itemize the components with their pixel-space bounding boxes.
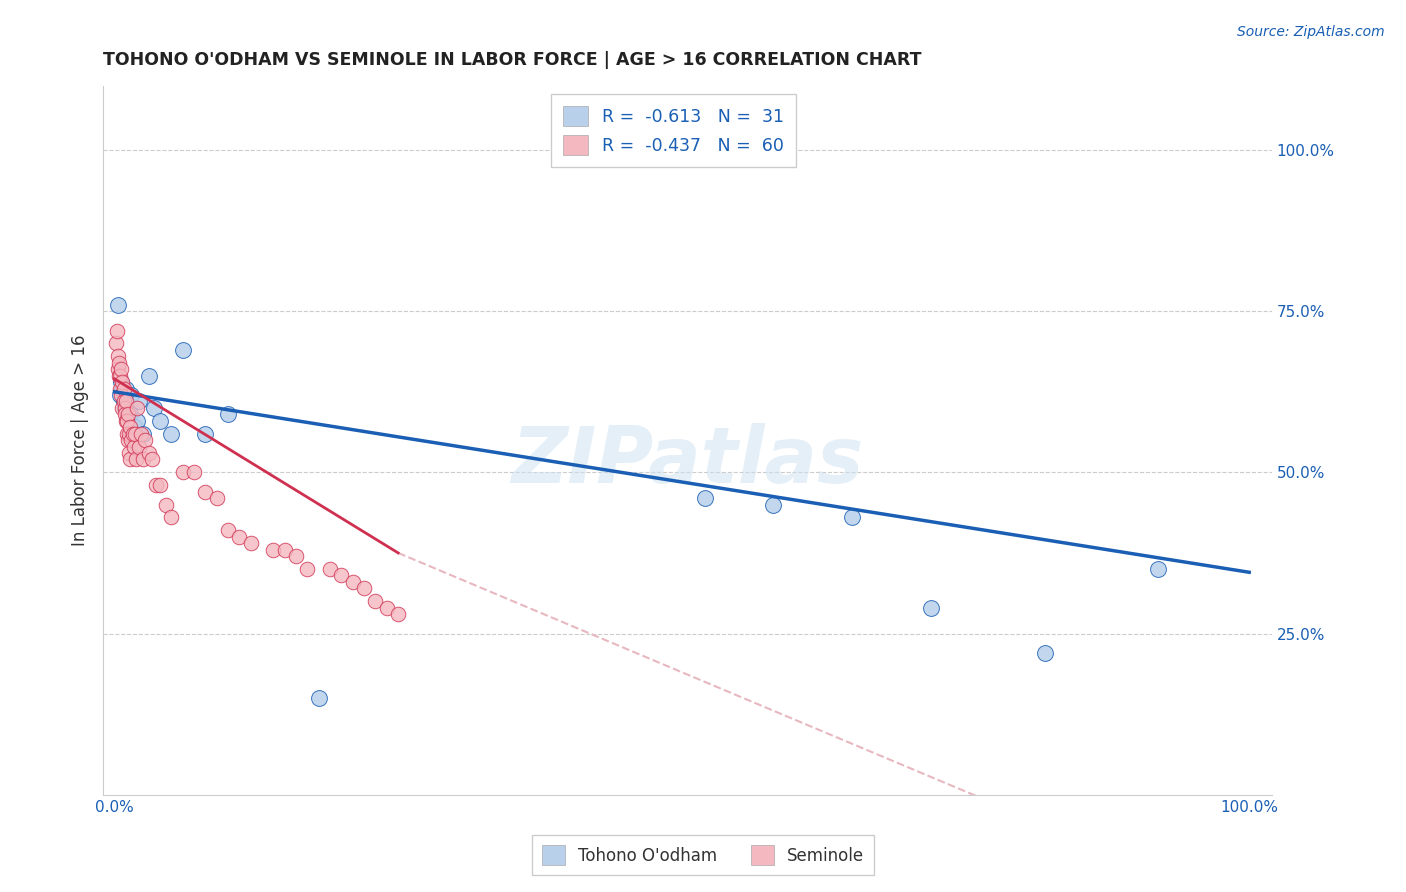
- Point: [107, 362, 129, 376]
- Point: [122, 440, 145, 454]
- Point: [353, 582, 375, 596]
- Point: [141, 452, 163, 467]
- Point: [108, 388, 131, 402]
- Point: [308, 691, 330, 706]
- Point: [127, 401, 149, 415]
- Point: [107, 298, 129, 312]
- Point: [111, 401, 134, 415]
- Point: [124, 426, 146, 441]
- Point: [105, 324, 128, 338]
- Point: [273, 542, 295, 557]
- Point: [104, 336, 127, 351]
- Point: [128, 394, 150, 409]
- Point: [143, 401, 166, 415]
- Point: [262, 542, 284, 557]
- Point: [841, 510, 863, 524]
- Point: [115, 401, 138, 415]
- Point: [375, 600, 398, 615]
- Point: [132, 452, 155, 467]
- Point: [762, 498, 785, 512]
- Point: [120, 452, 142, 467]
- Point: [117, 433, 139, 447]
- Point: [285, 549, 308, 563]
- Point: [138, 368, 160, 383]
- Text: TOHONO O'ODHAM VS SEMINOLE IN LABOR FORCE | AGE > 16 CORRELATION CHART: TOHONO O'ODHAM VS SEMINOLE IN LABOR FORC…: [103, 51, 921, 69]
- Point: [120, 420, 142, 434]
- Point: [330, 568, 353, 582]
- Point: [112, 382, 135, 396]
- Point: [108, 382, 131, 396]
- Point: [111, 382, 134, 396]
- Point: [114, 414, 136, 428]
- Legend: R =  -0.613   N =  31, R =  -0.437   N =  60: R = -0.613 N = 31, R = -0.437 N = 60: [551, 95, 796, 168]
- Y-axis label: In Labor Force | Age > 16: In Labor Force | Age > 16: [72, 334, 89, 546]
- Point: [107, 349, 129, 363]
- Point: [1033, 646, 1056, 660]
- Point: [364, 594, 387, 608]
- Point: [149, 478, 172, 492]
- Point: [297, 562, 319, 576]
- Point: [160, 426, 183, 441]
- Point: [112, 394, 135, 409]
- Point: [110, 375, 132, 389]
- Point: [125, 452, 148, 467]
- Point: [118, 388, 141, 402]
- Point: [121, 433, 143, 447]
- Point: [115, 414, 138, 428]
- Point: [172, 343, 194, 357]
- Text: Source: ZipAtlas.com: Source: ZipAtlas.com: [1237, 25, 1385, 39]
- Point: [172, 466, 194, 480]
- Point: [128, 440, 150, 454]
- Point: [155, 498, 177, 512]
- Point: [387, 607, 409, 622]
- Point: [921, 600, 943, 615]
- Point: [114, 394, 136, 409]
- Point: [138, 446, 160, 460]
- Point: [183, 466, 205, 480]
- Point: [110, 388, 132, 402]
- Point: [134, 433, 156, 447]
- Point: [319, 562, 342, 576]
- Point: [132, 426, 155, 441]
- Point: [342, 574, 364, 589]
- Point: [120, 407, 142, 421]
- Point: [112, 394, 135, 409]
- Point: [115, 426, 138, 441]
- Point: [124, 420, 146, 434]
- Point: [160, 510, 183, 524]
- Point: [114, 401, 136, 415]
- Point: [145, 478, 167, 492]
- Point: [127, 414, 149, 428]
- Point: [110, 362, 132, 376]
- Point: [228, 530, 250, 544]
- Point: [111, 375, 134, 389]
- Point: [121, 426, 143, 441]
- Point: [108, 356, 131, 370]
- Point: [114, 407, 136, 421]
- Point: [121, 388, 143, 402]
- Point: [205, 491, 228, 505]
- Point: [217, 524, 239, 538]
- Point: [239, 536, 262, 550]
- Point: [114, 382, 136, 396]
- Point: [129, 426, 152, 441]
- Legend: Tohono O'odham, Seminole: Tohono O'odham, Seminole: [531, 836, 875, 875]
- Point: [118, 426, 141, 441]
- Point: [108, 368, 131, 383]
- Point: [108, 368, 131, 383]
- Point: [149, 414, 172, 428]
- Point: [117, 407, 139, 421]
- Point: [194, 484, 217, 499]
- Point: [1147, 562, 1170, 576]
- Point: [194, 426, 217, 441]
- Point: [118, 446, 141, 460]
- Point: [121, 420, 143, 434]
- Text: ZIPatlas: ZIPatlas: [512, 424, 863, 500]
- Point: [114, 401, 136, 415]
- Point: [117, 407, 139, 421]
- Point: [217, 407, 239, 421]
- Point: [693, 491, 716, 505]
